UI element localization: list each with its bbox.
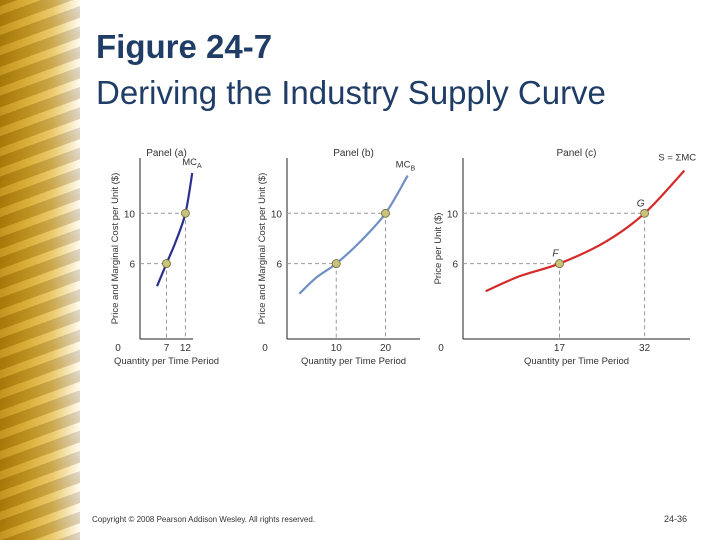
panel-2-point-2: [381, 208, 390, 218]
panel-3-x-tick-1: 17: [554, 343, 566, 354]
copyright-notice: Copyright © 2008 Pearson Addison Wesley.…: [92, 515, 316, 524]
panel-3-y-tick-1: 6: [452, 260, 458, 271]
panel-3-point-label-1: F: [552, 249, 559, 260]
panel-1-curve-label: MCA: [182, 157, 202, 170]
panel-2-x-tick-1: 10: [331, 343, 343, 354]
side-strip-texture: [0, 0, 80, 540]
panel-1-title: Panel (a): [146, 148, 187, 159]
panel-1-x-tick-1: 7: [164, 343, 170, 354]
panel-3-point-label-2: G: [637, 198, 645, 209]
panel-1-origin-label: 0: [115, 343, 121, 354]
panel-1-x-tick-2: 12: [180, 343, 192, 354]
panel-2-x-tick-2: 20: [380, 343, 392, 354]
panel-1-y-tick-1: 6: [129, 260, 135, 271]
panel-3-x-label: Quantity per Time Period: [524, 356, 629, 367]
panel-1-x-label: Quantity per Time Period: [114, 356, 219, 367]
panel-3-title: Panel (c): [556, 148, 596, 159]
slide-subtitle: Deriving the Industry Supply Curve: [96, 74, 606, 111]
panel-3-y-tick-2: 10: [447, 209, 459, 220]
panel-2-point-1: [331, 259, 341, 268]
panel-1-y-tick-2: 10: [124, 209, 136, 220]
panel-2-title: Panel (b): [333, 148, 374, 159]
panel-3-point-1: [555, 259, 564, 268]
panel-3-curve-label: S = ΣMC: [658, 153, 696, 164]
panel-1-curve: [156, 172, 194, 287]
panel-2-curve-label: MCB: [396, 160, 416, 173]
slide-title: Figure 24-7: [96, 28, 273, 65]
panel-3-curve: [485, 169, 686, 293]
panel-3-y-label: Price per Unit ($): [433, 213, 444, 285]
panel-2-origin-label: 0: [262, 343, 268, 354]
panel-2-x-label: Quantity per Time Period: [301, 356, 406, 367]
panel-1-point-2: [181, 208, 190, 218]
panel-2-curve: [298, 175, 409, 295]
panel-2-y-tick-1: 6: [276, 260, 282, 271]
page-number: 24-36: [664, 514, 688, 524]
panel-2-y-tick-2: 10: [271, 209, 283, 220]
panel-3-x-tick-2: 32: [639, 343, 651, 354]
decorative-side-strip: [0, 0, 80, 540]
panel-3-point-2: [640, 208, 649, 218]
panel-1-point-1: [162, 259, 171, 268]
panel-3-origin-label: 0: [438, 343, 444, 354]
panel-2-curve-label-sub: B: [410, 166, 415, 173]
panel-2-y-label: Price and Marginal Cost per Unit ($): [257, 173, 268, 325]
panel-1-curve-label-sub: A: [197, 163, 202, 170]
panel-1-y-label: Price and Marginal Cost per Unit ($): [110, 173, 121, 325]
